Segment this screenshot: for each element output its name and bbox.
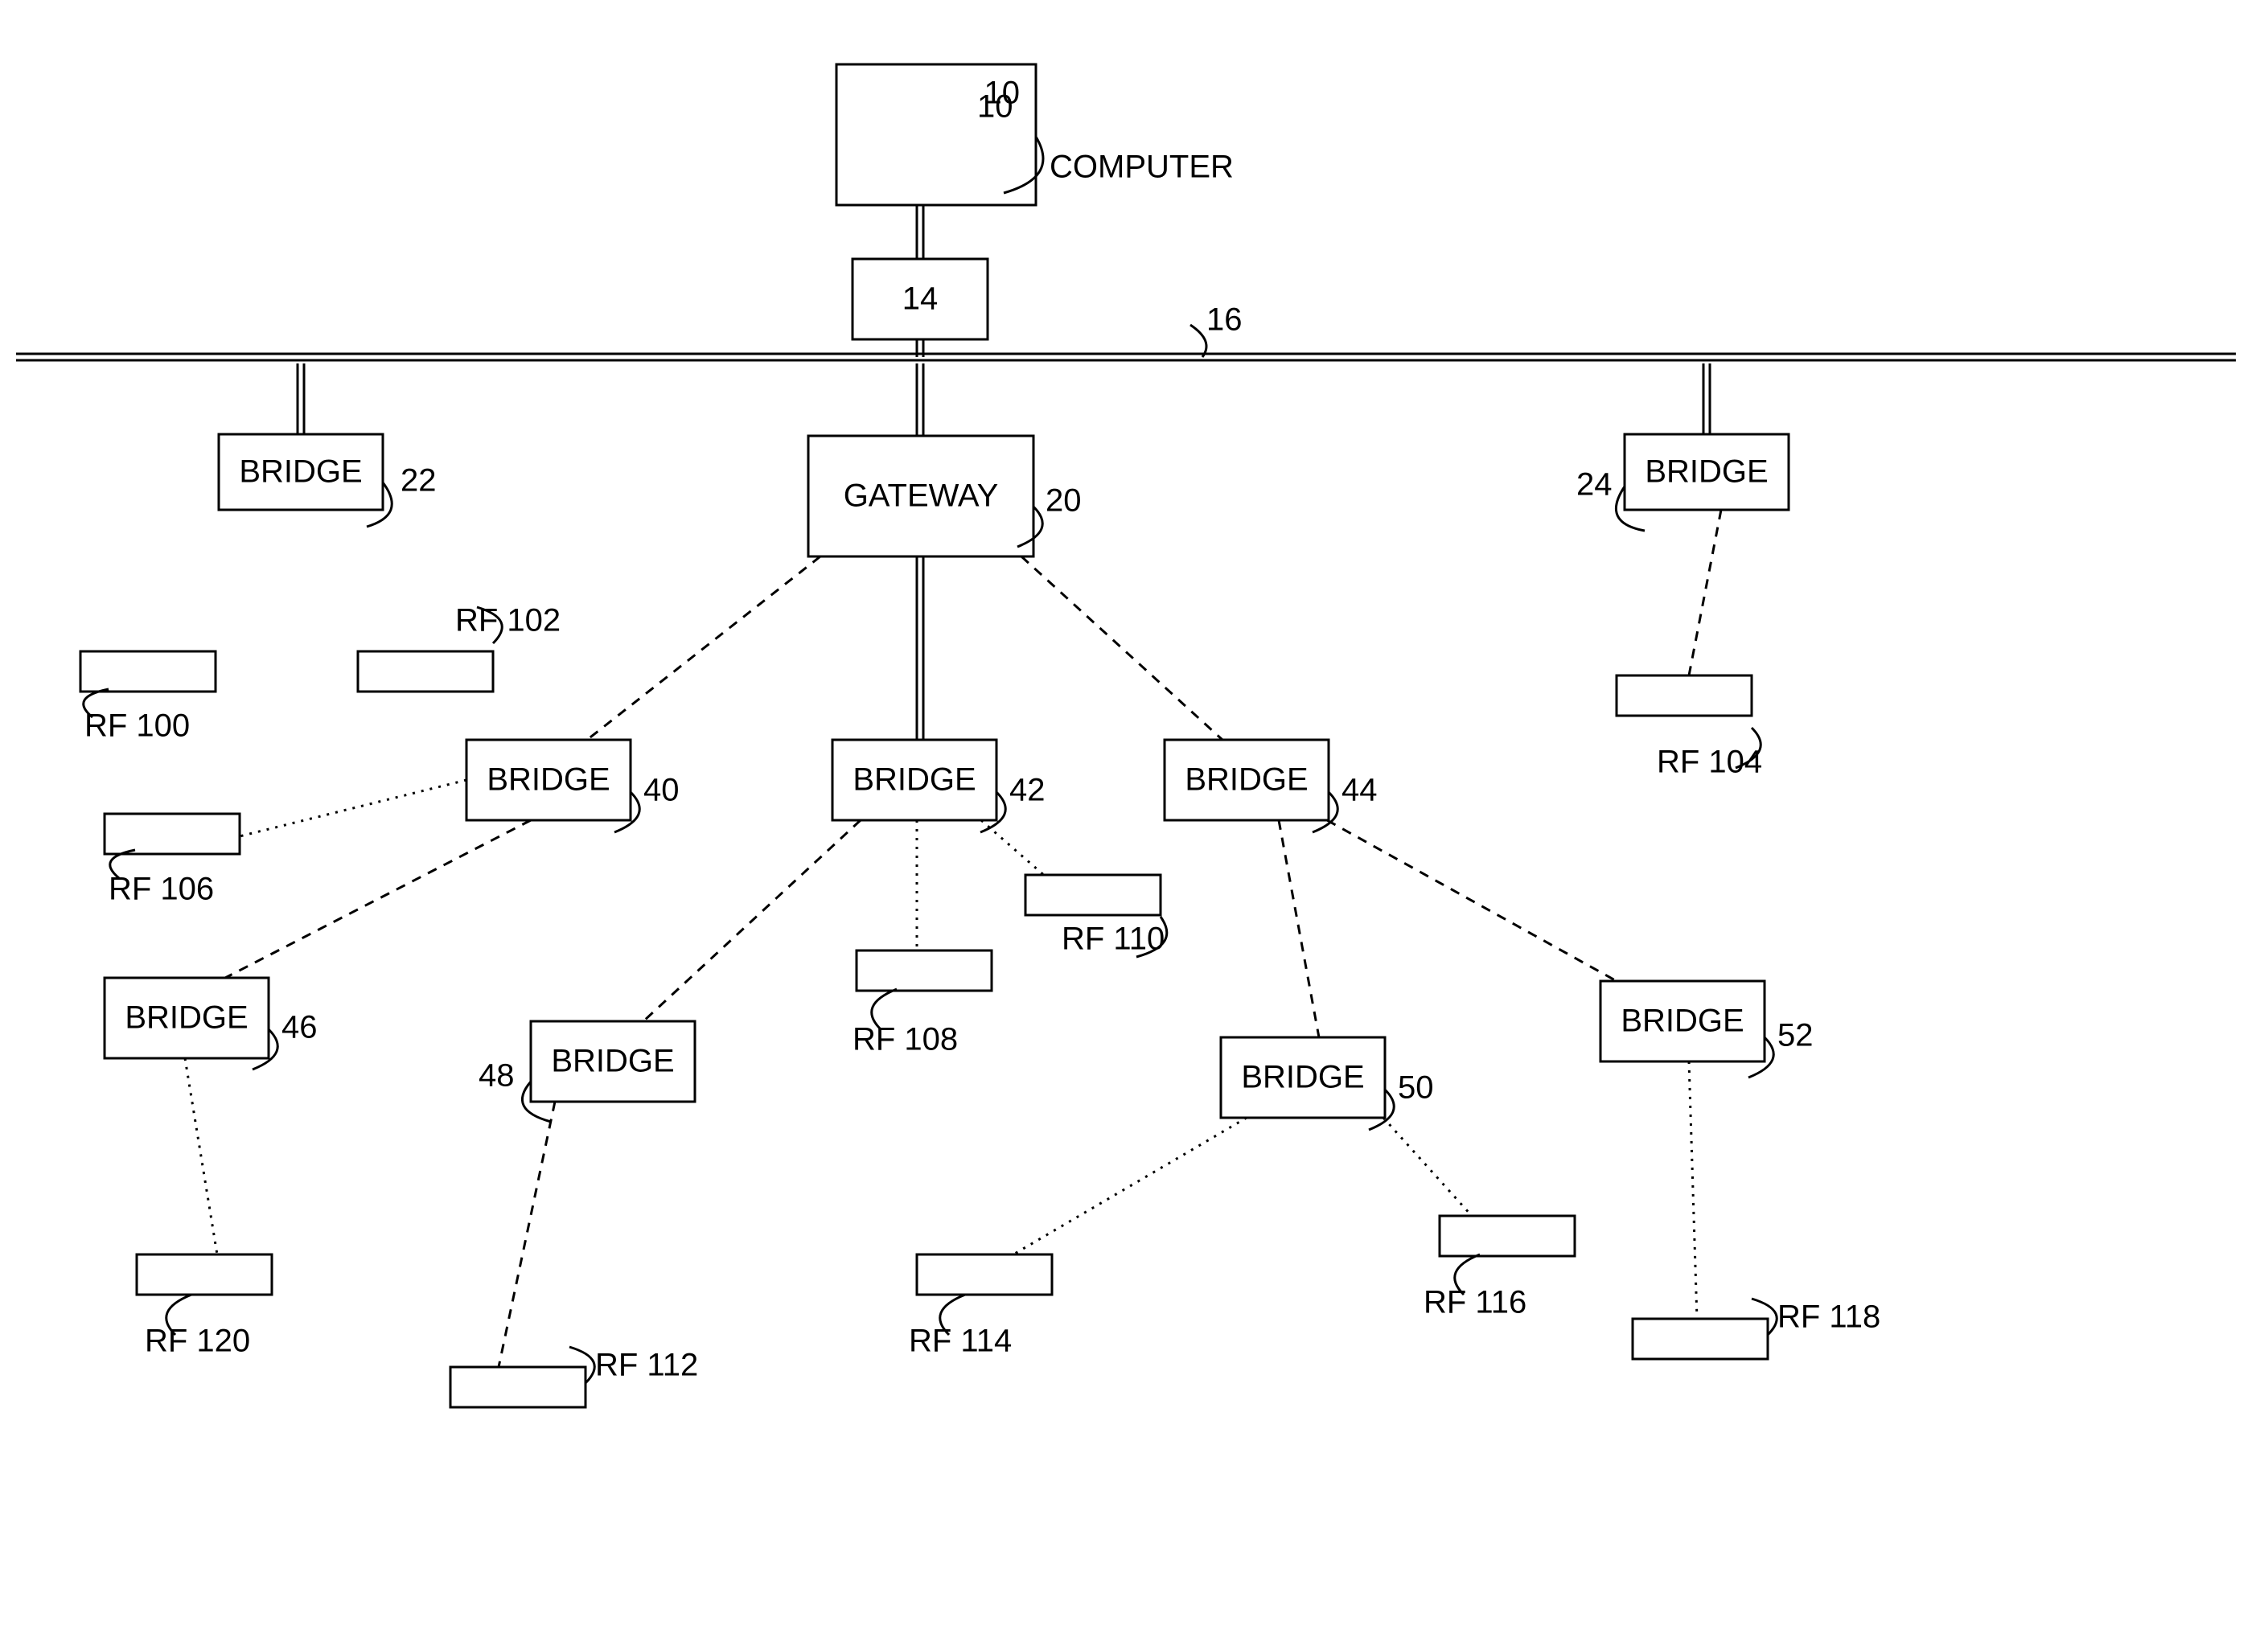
- rf114: [917, 1254, 1052, 1295]
- gateway: GATEWAY: [808, 436, 1033, 556]
- bridge48-label: BRIDGE: [551, 1044, 674, 1079]
- ref-RF 104: RF 104: [1657, 745, 1762, 780]
- box14: 14: [853, 259, 988, 339]
- computer-annotation: COMPUTER: [1050, 150, 1234, 185]
- ref-RF 112: RF 112: [595, 1348, 698, 1383]
- rf120: [137, 1254, 272, 1295]
- ref-RF 108: RF 108: [853, 1022, 958, 1057]
- bridge52-label: BRIDGE: [1621, 1004, 1744, 1039]
- bridge46-label: BRIDGE: [125, 1000, 248, 1036]
- ref-RF 106: RF 106: [109, 872, 214, 907]
- bridge22-label: BRIDGE: [239, 454, 362, 490]
- ref-40: 40: [643, 773, 680, 808]
- rf102: [358, 651, 493, 692]
- rf104: [1617, 675, 1752, 716]
- ref-RF 118: RF 118: [1777, 1299, 1880, 1335]
- rf112: [450, 1367, 585, 1407]
- bridge24: BRIDGE: [1625, 434, 1789, 510]
- leader-16: [1190, 325, 1206, 357]
- bridge40-label: BRIDGE: [487, 762, 610, 798]
- ref-RF 100: RF 100: [84, 708, 190, 744]
- ref-46: 46: [281, 1010, 318, 1045]
- ref-RF 116: RF 116: [1424, 1285, 1526, 1320]
- ref-24: 24: [1576, 467, 1613, 503]
- bridge40: BRIDGE: [466, 740, 631, 820]
- bridge50-label: BRIDGE: [1241, 1060, 1364, 1095]
- ref-50: 50: [1398, 1070, 1434, 1106]
- ref-44: 44: [1341, 773, 1378, 808]
- ref-RF 114: RF 114: [909, 1324, 1012, 1359]
- rf106: [105, 814, 240, 854]
- bridge50: BRIDGE: [1221, 1037, 1385, 1118]
- bridge52: BRIDGE: [1600, 981, 1765, 1061]
- bridge42-label: BRIDGE: [853, 762, 976, 798]
- rf108: [857, 950, 992, 991]
- rf110: [1025, 875, 1161, 915]
- ref-RF 102: RF 102: [455, 603, 561, 638]
- bridge42: BRIDGE: [832, 740, 996, 820]
- ref-22: 22: [401, 463, 437, 499]
- rf100: [80, 651, 216, 692]
- ref-RF 110: RF 110: [1062, 922, 1165, 957]
- bridge46: BRIDGE: [105, 978, 269, 1058]
- bridge44-label: BRIDGE: [1185, 762, 1308, 798]
- ref-RF 120: RF 120: [145, 1324, 250, 1359]
- bridge24-label: BRIDGE: [1645, 454, 1768, 490]
- rf118: [1633, 1319, 1768, 1359]
- bridge44: BRIDGE: [1165, 740, 1329, 820]
- ref-16: 16: [1206, 302, 1243, 338]
- ref-42: 42: [1009, 773, 1046, 808]
- bridge22: BRIDGE: [219, 434, 383, 510]
- rf116: [1440, 1216, 1575, 1256]
- network-diagram: 14 GATEWAY BRIDGE BRIDGE BRIDGE BRIDGE BRIDGE B…: [0, 0, 2268, 1634]
- ref-48: 48: [479, 1058, 515, 1094]
- ref-10: 10: [977, 89, 1013, 125]
- box14-label: 14: [902, 281, 939, 317]
- ref-20: 20: [1046, 483, 1082, 519]
- gateway-label: GATEWAY: [844, 478, 999, 514]
- ref-52: 52: [1777, 1018, 1814, 1053]
- bridge48: BRIDGE: [531, 1021, 695, 1102]
